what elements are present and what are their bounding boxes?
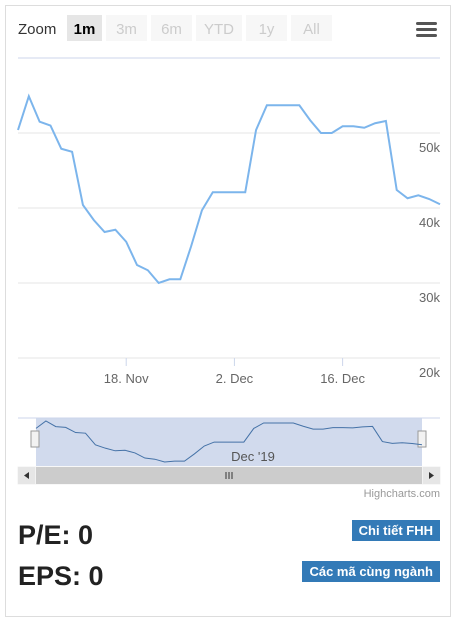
handle-left[interactable] [30, 430, 40, 448]
handle-right[interactable] [417, 430, 427, 448]
arrow-right [429, 472, 434, 479]
menu-icon[interactable] [416, 22, 437, 37]
range-button-label[interactable]: 3m [116, 21, 137, 38]
range-button-label[interactable]: All [303, 21, 320, 38]
range-button[interactable] [67, 15, 102, 41]
x-tick-label: 16. Dec [320, 371, 365, 386]
detail-button[interactable]: Chi tiết FHH [351, 520, 440, 541]
navigator-label: Dec '19 [231, 449, 275, 464]
pe: P/E: 0 [18, 520, 94, 550]
range-button[interactable] [196, 15, 242, 41]
y-tick-label: 20k [419, 365, 440, 380]
credits[interactable]: Highcharts.com [364, 488, 440, 500]
zoom-label: Zoom [18, 21, 56, 38]
x-tick-label: 18. Nov [104, 371, 149, 386]
y-tick-label: 30k [419, 290, 440, 305]
range-button-label[interactable]: YTD [204, 21, 234, 38]
range-button[interactable] [151, 15, 192, 41]
chart: Zoom Dec '19 Highcharts.com 1m 3m 6m YTD 1y A… [17, 15, 441, 500]
range-button-label[interactable]: 1m [74, 21, 96, 38]
eps: EPS: 0 [18, 561, 104, 591]
same-sector-button[interactable]: Các mã cùng ngành [302, 561, 440, 582]
arrow-left [24, 472, 29, 479]
x-tick-label: 2. Dec [216, 371, 254, 386]
price-line [17, 93, 441, 285]
y-tick-label: 40k [419, 215, 440, 230]
range-button[interactable] [246, 15, 287, 41]
range-button[interactable] [291, 15, 332, 41]
range-button-label[interactable]: 1y [259, 21, 275, 38]
navigator-line [35, 420, 423, 463]
range-button[interactable] [106, 15, 147, 41]
range-button-label[interactable]: 6m [161, 21, 182, 38]
frame [5, 5, 451, 617]
y-tick-label: 50k [419, 140, 440, 155]
scroll-grip [225, 472, 233, 479]
